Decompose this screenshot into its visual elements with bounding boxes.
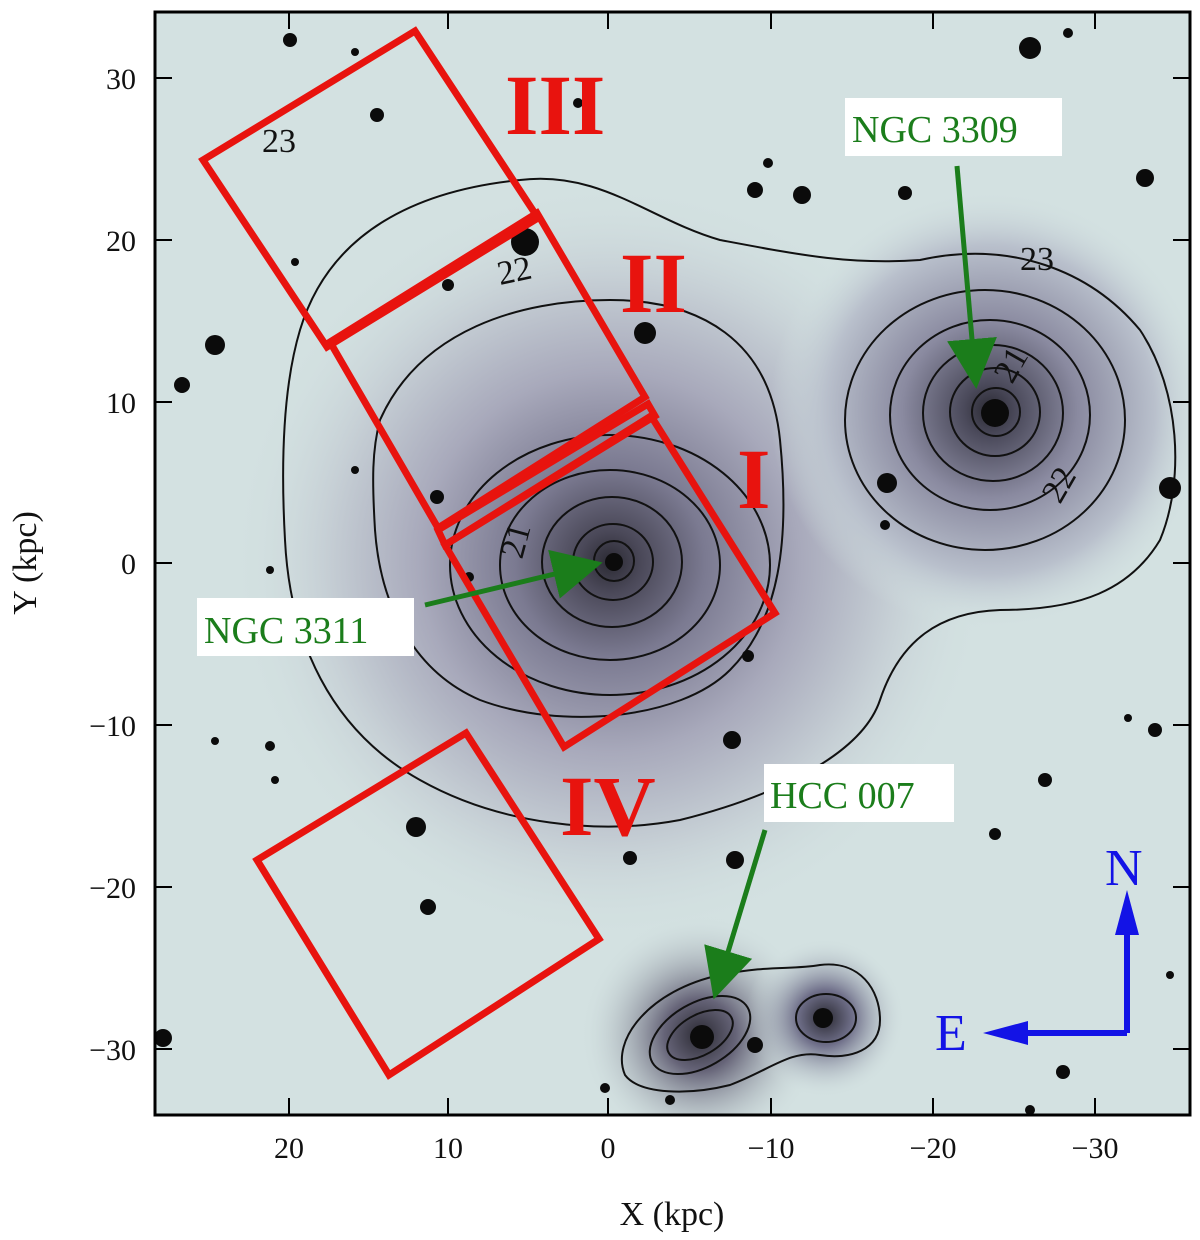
compass-north-head	[1115, 890, 1139, 935]
contour-hcc-c	[795, 993, 857, 1043]
region-box-III	[198, 26, 543, 352]
x-tick-labels: 20 10 0 −10 −20 −30	[274, 1132, 1118, 1165]
y-tick-label: −30	[89, 1034, 136, 1067]
region-label-IV: IV	[560, 758, 656, 854]
contour-outer-23	[282, 177, 1177, 828]
contour-hcc-a	[648, 994, 752, 1076]
compass-rose: N E	[935, 840, 1143, 1062]
x-ticks	[288, 12, 1096, 1115]
contour-3309-a	[844, 289, 1126, 551]
hcc007-label-box	[764, 764, 954, 822]
region-label-I: I	[737, 431, 770, 527]
ngc3309-arrow	[947, 165, 997, 389]
contour-hcc-b	[666, 1009, 734, 1061]
sky-image	[155, 12, 1190, 1115]
region-box-I-inner	[433, 399, 660, 551]
y-tick-label: 10	[106, 387, 136, 420]
compass-east-label: E	[935, 1005, 967, 1062]
ngc3311-arrow	[424, 549, 603, 608]
y-tick-labels: 30 20 10 0 −10 −20 −30	[89, 63, 136, 1067]
contour-label-23-right: 23	[1020, 241, 1054, 278]
compass-north-label: N	[1105, 840, 1143, 897]
y-ticks	[155, 77, 1190, 1050]
x-tick-label: 0	[601, 1132, 616, 1165]
x-tick-label: 10	[433, 1132, 463, 1165]
region-box-IV	[252, 728, 604, 1080]
ngc3309-label: NGC 3309	[852, 109, 1018, 151]
x-tick-label: −10	[748, 1132, 795, 1165]
compass-east-head	[983, 1021, 1028, 1045]
region-label-II: II	[620, 235, 687, 331]
y-tick-label: −10	[89, 710, 136, 743]
contour-3309-b	[889, 319, 1091, 511]
region-boxes	[198, 26, 780, 1080]
region-label-III: III	[505, 57, 605, 153]
ngc3309-label-box	[845, 98, 1062, 156]
ngc3311-label-box	[197, 598, 414, 656]
contour-21b	[499, 469, 721, 661]
point-sources	[155, 28, 1181, 1115]
x-tick-label: 20	[274, 1132, 304, 1165]
hcc007-label: HCC 007	[770, 775, 915, 817]
x-tick-label: −30	[1072, 1132, 1119, 1165]
y-axis-title: Y (kpc)	[7, 511, 44, 615]
contour-label-22: 22	[494, 250, 535, 293]
x-tick-label: −20	[910, 1132, 957, 1165]
galaxy-annotation-ngc3309: NGC 3309	[845, 98, 1062, 389]
contour-label-23-top: 23	[262, 123, 296, 160]
x-axis-title: X (kpc)	[620, 1196, 725, 1233]
contour-hcc-outer	[620, 963, 882, 1093]
hcc007-arrow	[704, 829, 768, 1000]
ngc3311-label: NGC 3311	[204, 610, 368, 652]
region-box-II	[325, 208, 650, 533]
galaxy-annotation-ngc3311: NGC 3311	[197, 549, 603, 656]
y-tick-label: 20	[106, 225, 136, 258]
y-tick-label: −20	[89, 872, 136, 905]
contour-21c	[541, 496, 683, 628]
y-tick-label: 0	[121, 548, 136, 581]
y-tick-label: 30	[106, 63, 136, 96]
galaxy-annotation-hcc007: HCC 007	[704, 764, 954, 1000]
isophote-contours	[282, 177, 1177, 1093]
contour-21a	[449, 434, 771, 696]
